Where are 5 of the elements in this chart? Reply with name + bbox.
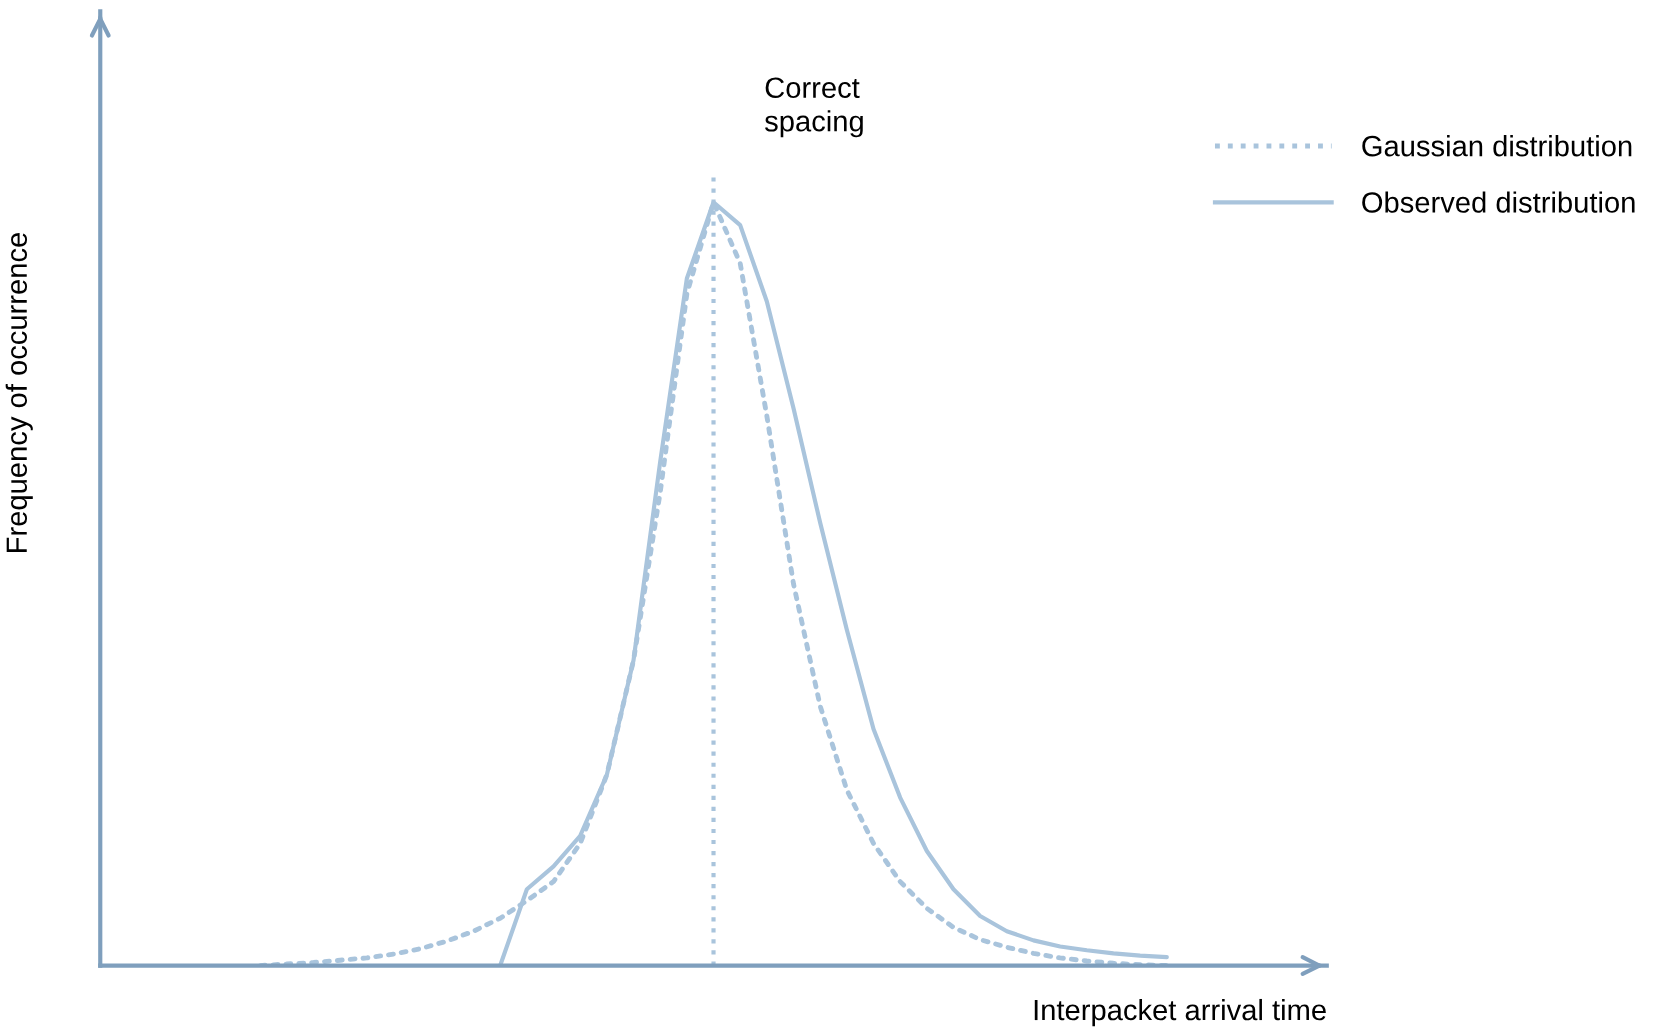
legend-label: Gaussian distribution (1362, 135, 1632, 157)
text: Correct spacing (764, 77, 863, 138)
x-axis-title: Interpacket arrival time (1034, 998, 1326, 1027)
legend-label: Observed distribution (1362, 191, 1635, 213)
y-axis-title: Frequency of occurrence (5, 233, 33, 552)
